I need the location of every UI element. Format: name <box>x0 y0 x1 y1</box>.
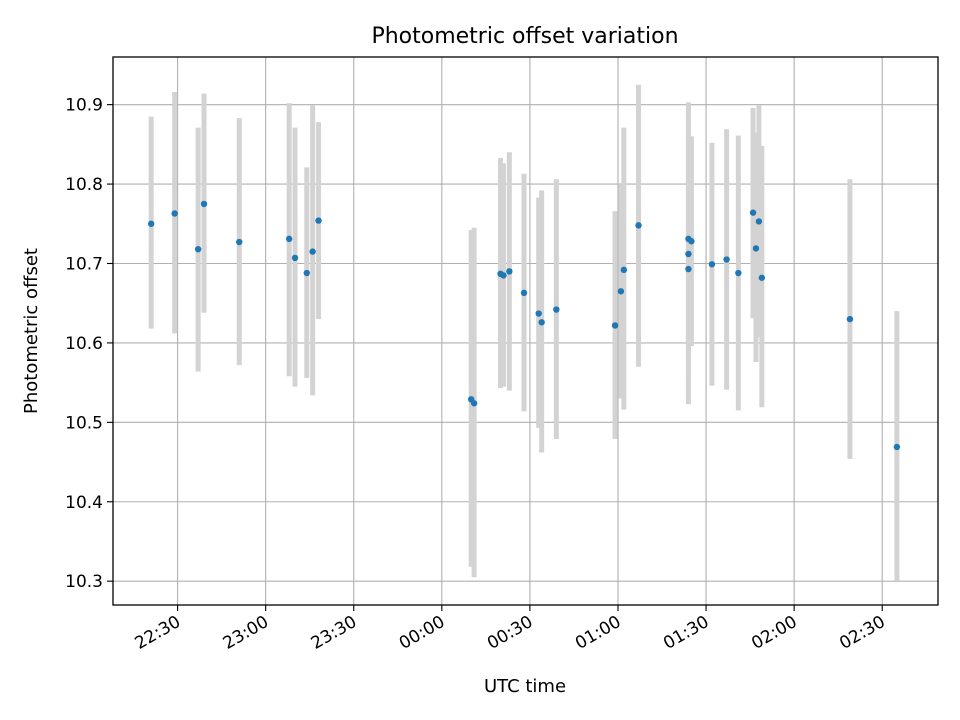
x-axis-label: UTC time <box>484 676 566 697</box>
error-bars <box>148 84 900 581</box>
data-point <box>723 256 730 263</box>
data-point <box>685 250 692 258</box>
data-point <box>147 220 155 227</box>
data-point <box>520 289 528 297</box>
data-point <box>685 265 692 273</box>
data-point <box>291 254 299 262</box>
y-axis-label: Photometric offset <box>21 248 42 414</box>
x-tick-label: 23:00 <box>220 612 272 654</box>
data-point <box>194 245 202 253</box>
y-tick-label: 10.3 <box>65 572 103 592</box>
data-point <box>708 261 716 268</box>
data-point <box>893 443 901 451</box>
y-tick-label: 10.4 <box>65 493 103 513</box>
plot-area-frame <box>112 56 939 606</box>
data-point <box>735 269 742 277</box>
data-point <box>617 288 625 295</box>
x-tick-label: 02:00 <box>748 612 800 654</box>
data-point <box>236 238 243 246</box>
data-point <box>315 217 322 224</box>
x-tick-label: 23:30 <box>308 612 360 654</box>
data-point <box>635 222 642 229</box>
x-tick-label: 00:30 <box>484 612 536 654</box>
data-point <box>171 210 178 217</box>
data-point <box>758 274 766 281</box>
x-tick-label: 00:00 <box>396 612 448 654</box>
data-points <box>147 200 901 451</box>
data-point <box>620 266 628 274</box>
data-point <box>506 268 513 275</box>
data-point <box>749 209 757 216</box>
data-point <box>611 322 619 329</box>
data-point <box>285 235 293 243</box>
data-point <box>303 269 310 277</box>
y-tick-label: 10.8 <box>65 175 103 195</box>
data-point <box>535 310 542 317</box>
y-tick-label: 10.9 <box>65 96 103 116</box>
data-point <box>752 245 760 252</box>
y-tick-label: 10.7 <box>65 254 103 274</box>
data-point <box>538 319 545 326</box>
data-point <box>200 200 208 208</box>
chart-title: Photometric offset variation <box>371 24 678 49</box>
axis-ticks: 22:30 23:00 23:30 00:00 00:30 01:00 01:30 02:00… <box>65 96 889 654</box>
y-tick-label: 10.5 <box>65 413 103 433</box>
data-point <box>755 218 763 225</box>
data-point <box>688 238 695 245</box>
x-tick-label: 02:30 <box>836 612 888 654</box>
x-tick-label: 01:00 <box>572 612 624 654</box>
y-tick-label: 10.6 <box>65 334 103 354</box>
x-tick-label: 22:30 <box>132 612 184 654</box>
data-point <box>309 248 316 255</box>
data-point <box>553 306 560 313</box>
data-point <box>846 315 854 323</box>
x-tick-label: 01:30 <box>660 612 712 654</box>
data-point <box>470 400 478 407</box>
data-point <box>500 272 507 279</box>
